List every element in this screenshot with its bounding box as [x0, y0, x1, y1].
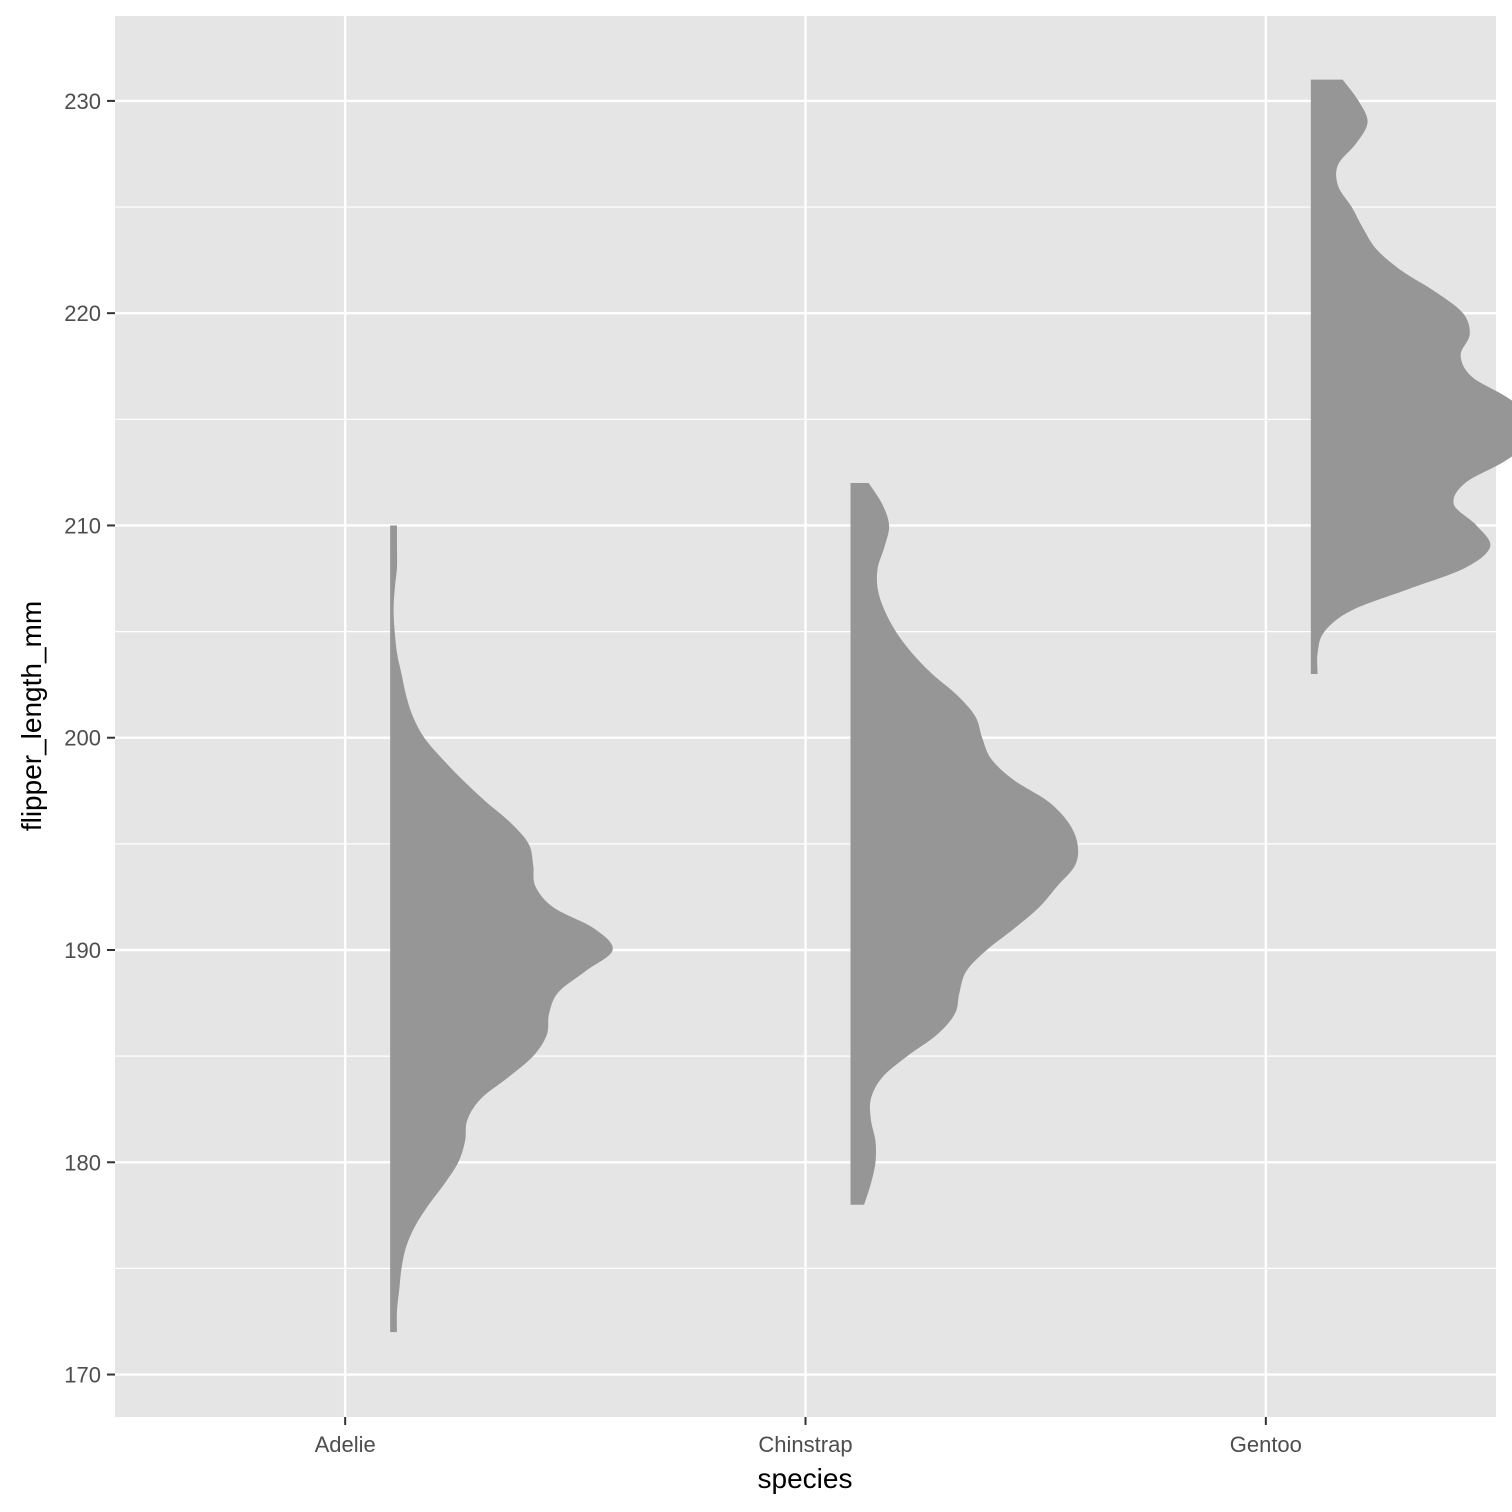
- x-axis: Adelie Chinstrap Gentoo: [315, 1417, 1302, 1457]
- y-tick-label: 180: [64, 1150, 101, 1175]
- violin-gentoo: [1310, 79, 1512, 675]
- y-tick-label: 200: [64, 726, 101, 751]
- x-tick-label: Gentoo: [1230, 1432, 1302, 1457]
- violin-shapes: [390, 79, 1512, 1333]
- x-axis-title: species: [758, 1463, 853, 1494]
- y-tick-label: 230: [64, 89, 101, 114]
- major-gridlines: [115, 16, 1496, 1417]
- y-tick-label: 220: [64, 301, 101, 326]
- y-axis: 170 180 190 200 210 220 230: [64, 89, 115, 1388]
- y-tick-label: 210: [64, 513, 101, 538]
- y-tick-label: 170: [64, 1363, 101, 1388]
- violin-adelie: [390, 525, 613, 1333]
- y-tick-label: 190: [64, 938, 101, 963]
- x-tick-label: Chinstrap: [758, 1432, 852, 1457]
- violin-chinstrap: [850, 483, 1079, 1205]
- x-tick-label: Adelie: [315, 1432, 376, 1457]
- y-axis-title: flipper_length_mm: [16, 601, 47, 831]
